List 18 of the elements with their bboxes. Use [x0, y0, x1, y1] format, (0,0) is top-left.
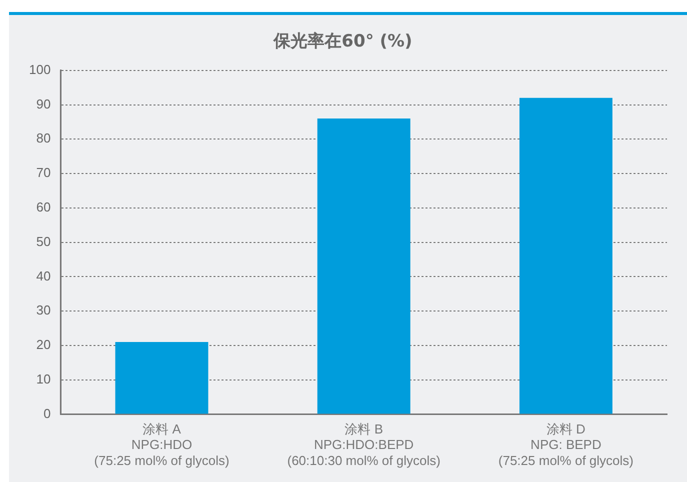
x-tick-label: 涂料 D NPG: BEPD (75:25 mol% of glycols): [498, 422, 634, 468]
y-tick-label: 10: [36, 371, 51, 386]
x-tick-label: 涂料 A NPG:HDO (75:25 mol% of glycols): [94, 422, 230, 468]
y-tick-label: 80: [36, 130, 51, 146]
bar: [115, 342, 208, 414]
y-tick-label: 60: [36, 200, 51, 214]
bar: [317, 118, 410, 414]
y-tick-label: 40: [36, 268, 51, 284]
y-tick-label: 50: [36, 234, 51, 249]
y-tick-label: 100: [28, 62, 51, 77]
bar: [519, 98, 612, 414]
y-tick-label: 30: [36, 302, 51, 318]
y-tick-label: 70: [36, 165, 51, 180]
y-tick-label: 0: [43, 406, 51, 421]
y-tick-label: 90: [36, 96, 51, 112]
y-tick-label: 20: [36, 337, 51, 352]
x-tick-label: 涂料 B NPG:HDO:BEPD (60:10:30 mol% of glycols): [287, 422, 440, 468]
chart-title: 保光率在60° (%): [272, 32, 412, 52]
